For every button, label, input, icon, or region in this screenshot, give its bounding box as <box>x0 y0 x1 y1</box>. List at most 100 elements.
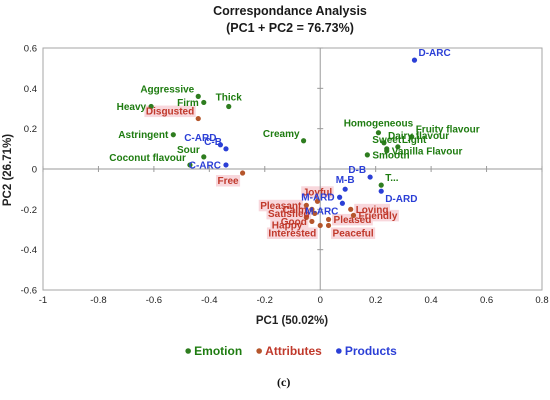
chart-subtitle: (PC1 + PC2 = 76.73%) <box>226 21 354 35</box>
attributes-label: Good <box>281 217 307 228</box>
x-tick-label: -0.2 <box>257 295 273 306</box>
x-tick-label: -0.6 <box>146 295 162 306</box>
emotion-label: Light <box>402 135 427 146</box>
attributes-legend-label: Attributes <box>265 344 322 358</box>
emotion-point <box>364 152 370 158</box>
products-point <box>217 142 224 148</box>
data-points <box>148 57 418 229</box>
emotion-legend-marker <box>185 348 191 354</box>
products-label: D-ARD <box>385 194 417 205</box>
attribute-label-highlight <box>354 203 390 216</box>
attribute-label-highlight <box>332 213 373 226</box>
x-tick-label: 0.4 <box>425 295 438 306</box>
attributes-legend-marker <box>256 348 262 354</box>
products-point <box>367 174 373 180</box>
emotion-label: Heavy <box>117 102 147 113</box>
x-tick-label: 0.6 <box>480 295 493 306</box>
emotion-label: Vanilla Flavour <box>392 146 463 157</box>
attributes-point <box>240 170 246 176</box>
emotion-label: Sweet <box>372 135 402 146</box>
emotion-label: Homogeneous <box>344 119 414 130</box>
emotion-point <box>375 130 382 136</box>
attribute-label-highlight <box>301 186 334 198</box>
x-tick-label: -0.4 <box>201 295 217 306</box>
attributes-label: Pleasant <box>260 201 302 212</box>
attributes-point <box>312 210 318 216</box>
y-tick-label: -0.6 <box>21 286 37 297</box>
products-point <box>337 194 343 200</box>
plot-area: -1 -0.8 -0.6 -0.4 -0.2 0 0.2 0.4 0.6 0.8 -0.6 -0.4 -… <box>21 44 549 307</box>
emotion-label: Aggressive <box>140 84 194 95</box>
products-point <box>411 57 418 63</box>
emotion-label: Astringent <box>118 130 169 141</box>
products-label: D-ARC <box>418 48 450 59</box>
products-label: C-ARD <box>184 133 216 144</box>
products-point <box>223 146 229 152</box>
y-tick-label: 0 <box>32 165 37 176</box>
attributes-point <box>350 212 357 218</box>
attributes-label: Joyful <box>303 187 333 198</box>
products-label: C-ARC <box>189 160 221 171</box>
attributes-point <box>303 202 309 208</box>
x-tick-label: 0 <box>318 295 323 306</box>
emotion-point <box>201 154 207 160</box>
attributes-label: Happy <box>272 220 303 231</box>
attributes-point <box>309 218 315 225</box>
attribute-label-highlight <box>279 215 309 228</box>
attributes-label: Disgusted <box>146 107 194 118</box>
products-legend-label: Products <box>345 344 397 358</box>
x-tick-label: -0.8 <box>90 295 106 306</box>
emotion-label: Fruity flavour <box>416 125 480 136</box>
emotion-label: Dairy flavour <box>388 131 449 142</box>
emotion-point <box>378 182 384 188</box>
emotion-label: T... <box>385 173 399 184</box>
attributes-point <box>309 206 315 212</box>
attribute-label-highlight <box>266 207 312 220</box>
products-label: M-ARC <box>305 206 338 217</box>
attributes-point <box>303 214 309 220</box>
y-axis-label: PC2 (26.71%) <box>2 134 14 206</box>
emotion-point <box>201 99 207 106</box>
attribute-label-highlight <box>144 105 196 118</box>
panel-label: (c) <box>277 375 290 389</box>
emotion-label: Smooth <box>372 150 409 161</box>
attributes-point <box>325 216 332 223</box>
products-label: M-B <box>336 175 355 186</box>
products-label: D-B <box>348 165 366 176</box>
legend: Emotion Attributes Products <box>185 344 397 358</box>
y-tick-label: -0.4 <box>21 245 37 256</box>
products-label: C-B <box>204 137 222 148</box>
emotion-point <box>148 103 154 110</box>
attribute-label-highlight <box>331 227 376 239</box>
emotion-point <box>195 93 201 99</box>
attributes-point <box>317 222 323 229</box>
emotion-label: Creamy <box>263 129 300 140</box>
emotion-point <box>300 138 307 144</box>
attributes-point <box>348 206 354 212</box>
attributes-label: Interested <box>268 228 316 239</box>
attributes-point <box>325 222 332 229</box>
emotion-point <box>409 134 415 140</box>
attribute-label-highlight <box>356 209 399 222</box>
attributes-label: Loving <box>356 205 389 216</box>
attributes-label: Satisfied <box>268 209 310 220</box>
products-point <box>223 162 229 168</box>
axes: -1 -0.8 -0.6 -0.4 -0.2 0 0.2 0.4 0.6 0.8 -0.6 -0.4 -… <box>21 44 549 307</box>
chart-title: Correspondance Analysis <box>213 4 367 18</box>
emotion-point <box>395 144 401 150</box>
emotion-legend-label: Emotion <box>194 344 242 358</box>
y-tick-label: 0.4 <box>24 84 37 95</box>
x-axis-label: PC1 (50.02%) <box>256 315 328 327</box>
attributes-label: Friendly <box>358 211 397 222</box>
attributes-point <box>195 115 201 122</box>
emotion-label: Coconut flavour <box>109 153 186 164</box>
data-labels: Aggressive Firm Thick Heavy Astringent Creamy… <box>109 48 479 239</box>
emotion-label: Thick <box>216 92 243 103</box>
emotion-point <box>187 162 193 168</box>
x-tick-label: 0.2 <box>369 295 382 306</box>
products-legend-marker <box>336 348 342 354</box>
attributes-label: Calm <box>282 205 307 216</box>
products-label: M-ARD <box>301 193 334 204</box>
attribute-label-highlight <box>258 199 303 212</box>
